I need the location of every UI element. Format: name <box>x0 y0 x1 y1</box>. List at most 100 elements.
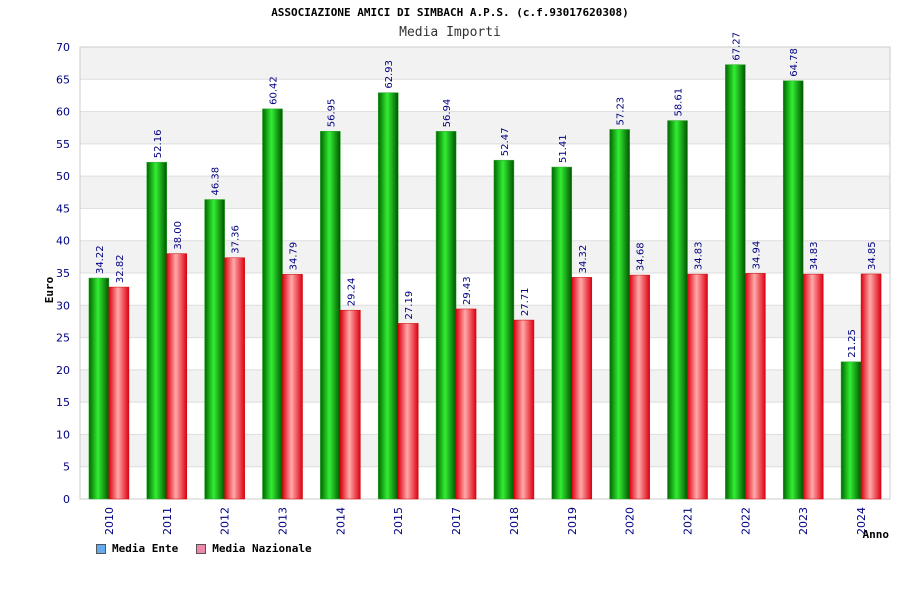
bars <box>88 64 882 500</box>
bar-media-ente <box>204 199 225 500</box>
data-label-media-nazionale: 34.85 <box>867 241 878 270</box>
grid-band <box>80 337 890 370</box>
grid-band <box>80 240 890 273</box>
bar-media-ente <box>493 159 515 500</box>
data-label-media-nazionale: 27.19 <box>404 291 415 320</box>
bar-media-nazionale <box>745 273 766 500</box>
bar-media-ente <box>435 131 457 500</box>
data-label-media-nazionale: 34.83 <box>809 241 820 270</box>
data-label-media-ente: 58.61 <box>674 88 685 117</box>
data-label-media-nazionale: 34.94 <box>751 241 762 270</box>
bar-media-nazionale <box>860 273 882 500</box>
y-tick-label: 60 <box>56 106 70 119</box>
bar-media-nazionale <box>571 277 593 500</box>
legend: Media Ente Media Nazionale <box>96 542 312 555</box>
data-label-media-ente: 52.16 <box>153 130 164 159</box>
data-label-media-nazionale: 34.32 <box>578 245 589 274</box>
data-label-media-nazionale: 27.71 <box>520 287 531 316</box>
data-label-media-nazionale: 29.24 <box>346 278 357 307</box>
bar-media-nazionale <box>513 319 535 500</box>
bar-media-ente <box>320 131 341 500</box>
bar-media-nazionale <box>802 273 824 500</box>
x-tick-label: 2021 <box>682 507 695 535</box>
y-tick-label: 0 <box>63 493 70 506</box>
y-axis-label: Euro <box>43 276 56 303</box>
x-tick-label: 2020 <box>624 507 637 535</box>
legend-item-media-ente: Media Ente <box>96 542 178 555</box>
bar-media-nazionale <box>224 257 245 500</box>
x-tick-label: 2014 <box>334 507 347 535</box>
y-tick-label: 45 <box>56 202 70 215</box>
y-tick-label: 55 <box>56 138 70 151</box>
legend-item-media-nazionale: Media Nazionale <box>196 542 312 555</box>
bar-media-ente <box>840 361 862 500</box>
bar-media-nazionale <box>282 274 303 500</box>
x-tick-label: 2023 <box>797 507 810 535</box>
grid-band <box>80 143 890 177</box>
grid-band <box>80 305 890 338</box>
y-tick-label: 50 <box>56 170 70 183</box>
plot-frame <box>79 46 891 500</box>
y-tick-label: 15 <box>56 396 70 409</box>
grid-band <box>80 466 890 499</box>
x-tick-label: 2013 <box>277 507 290 535</box>
y-tick-label: 35 <box>56 267 70 280</box>
y-tick-label: 40 <box>56 235 70 248</box>
bar-media-ente <box>551 166 573 500</box>
x-tick-label: 2015 <box>392 507 405 535</box>
bar-media-ente <box>609 129 630 500</box>
data-label-media-ente: 60.42 <box>269 76 280 105</box>
bar-media-nazionale <box>397 323 419 500</box>
data-label-media-ente: 56.94 <box>442 99 453 128</box>
legend-label-media-nazionale: Media Nazionale <box>212 542 312 555</box>
y-tick-label: 25 <box>56 332 70 345</box>
data-label-media-ente: 21.25 <box>847 329 858 358</box>
data-label-media-ente: 64.78 <box>789 48 800 77</box>
data-label-media-nazionale: 38.00 <box>173 221 184 250</box>
bar-media-ente <box>146 161 168 500</box>
data-label-media-ente: 34.22 <box>95 245 106 274</box>
y-axis-ticks: 0 5 10 15 20 25 30 35 40 45 50 55 60 65 70 <box>56 41 70 506</box>
bar-media-ente <box>667 120 688 500</box>
x-tick-label: 2022 <box>739 507 752 535</box>
y-tick-label: 30 <box>56 299 70 312</box>
bar-media-nazionale <box>108 286 130 500</box>
bar-labels: 34.22 32.82 52.16 38.00 46.38 37.36 60.42 34.79… <box>95 32 878 358</box>
bar-media-nazionale <box>629 274 650 500</box>
data-label-media-nazionale: 29.43 <box>462 276 473 305</box>
y-tick-label: 70 <box>56 41 70 54</box>
grid-band <box>80 402 890 435</box>
bar-media-ente <box>377 92 399 500</box>
data-label-media-ente: 67.27 <box>731 32 742 61</box>
data-label-media-nazionale: 37.36 <box>231 225 242 254</box>
x-tick-label: 2011 <box>161 507 174 535</box>
x-tick-label: 2010 <box>103 507 116 535</box>
legend-label-media-ente: Media Ente <box>112 542 179 555</box>
data-label-media-nazionale: 34.68 <box>636 242 647 271</box>
grid-band <box>80 208 890 241</box>
bar-media-nazionale <box>340 309 361 500</box>
grid-band <box>80 111 890 144</box>
data-label-media-ente: 62.93 <box>384 60 395 89</box>
data-label-media-ente: 57.23 <box>616 97 627 126</box>
x-axis-label: Anno <box>863 528 890 541</box>
grid-band <box>80 79 890 112</box>
bar-media-nazionale <box>687 273 708 500</box>
bar-media-ente <box>262 108 283 500</box>
data-label-media-nazionale: 32.82 <box>115 254 126 283</box>
x-tick-label: 2024 <box>855 507 868 535</box>
data-label-media-ente: 56.95 <box>326 99 337 128</box>
y-tick-label: 10 <box>56 428 70 441</box>
bar-media-ente <box>88 277 110 500</box>
data-label-media-ente: 51.41 <box>558 134 569 163</box>
x-tick-label: 2018 <box>508 507 521 535</box>
x-axis-ticks: 2010 2011 2012 2013 2014 2015 2017 2018 2019 2020… <box>103 507 868 535</box>
chart-title: ASSOCIAZIONE AMICI DI SIMBACH A.P.S. (c.… <box>271 6 629 19</box>
bar-media-nazionale <box>455 308 477 500</box>
x-tick-label: 2019 <box>566 507 579 535</box>
legend-swatch-media-nazionale <box>196 543 207 554</box>
chart-subtitle: Media Importi <box>399 25 501 40</box>
y-tick-label: 20 <box>56 364 70 377</box>
grid-band <box>80 176 890 209</box>
